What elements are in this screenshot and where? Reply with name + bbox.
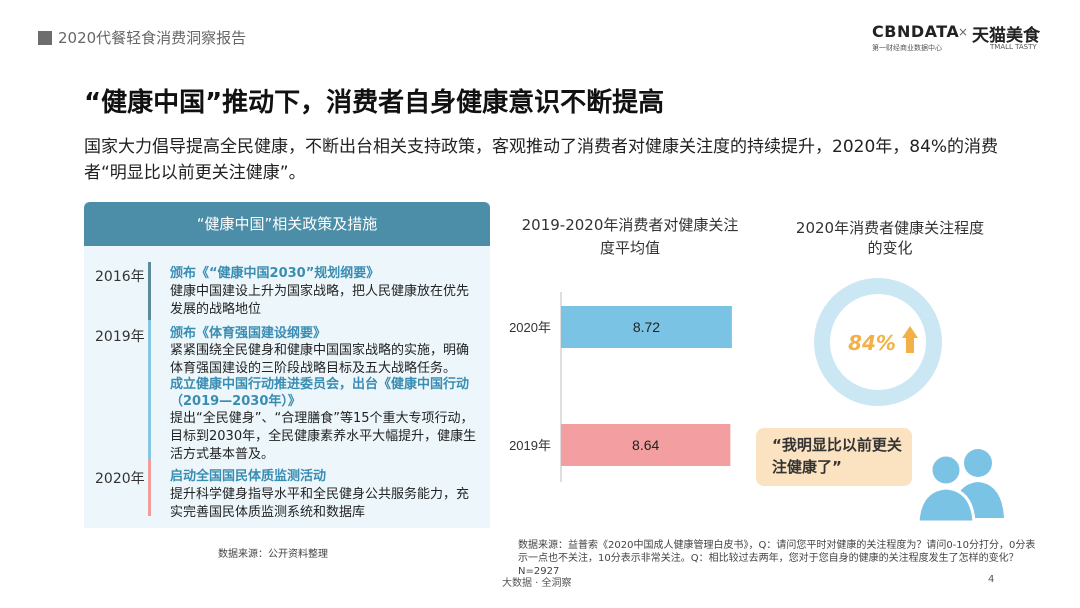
person-icon-front-head	[929, 453, 963, 487]
brand-logos: CBNDATA 第一财经商业数据中心 × 天猫美食 TMALL TASTY	[872, 22, 1052, 58]
donut-value-label: 84%	[848, 331, 896, 355]
cbndata-logo-subtitle: 第一财经商业数据中心	[872, 44, 942, 52]
bar-value-label-2019: 8.64	[632, 437, 659, 453]
up-arrow-icon-head	[902, 326, 918, 338]
policy-text: 紧紧围绕全民健身和健康中国国家战略的实施，明确体育强国建设的三阶段战略目标及五大…	[170, 343, 470, 376]
bar-category-label-2019: 2019年	[509, 438, 551, 453]
policy-title: 颁布《体育强国建设纲要》	[170, 326, 327, 341]
page-title: “健康中国”推动下，消费者自身健康意识不断提高	[84, 88, 665, 118]
page-number: 4	[988, 574, 995, 585]
timeline-bar-2016	[148, 262, 151, 320]
policy-title: 启动全国国民体质监测活动	[170, 469, 327, 484]
timeline-bar-2020	[148, 460, 151, 516]
bar-value-label-2020: 8.72	[633, 319, 660, 335]
policy-title: 颁布《“健康中国2030”规划纲要》	[170, 266, 380, 281]
person-icon-front-body	[916, 486, 976, 524]
bar-2020	[561, 306, 732, 348]
policy-panel: “健康中国”相关政策及措施 2016年 颁布《“健康中国2030”规划纲要》 健…	[84, 202, 490, 528]
year-label-2019: 2019年	[95, 329, 145, 345]
policy-title: 成立健康中国行动推进委员会，出台《健康中国行动（2019—2030年）》	[170, 377, 470, 409]
tmall-tasty-logo: 天猫美食	[972, 26, 1040, 46]
policy-text: 健康中国建设上升为国家战略，把人民健康放在优先发展的战略地位	[170, 284, 470, 317]
policy-source: 数据来源：公开资料整理	[218, 549, 328, 560]
person-icon-back-head	[964, 449, 992, 477]
year-label-2016: 2016年	[95, 269, 145, 285]
chart-source: 数据来源：益普索《2020中国成人健康管理白皮书》，Q：请问您平时对健康的关注程…	[518, 540, 1036, 577]
bar-2019	[561, 424, 731, 466]
policy-text: 提升科学健身指导水平和全民健身公共服务能力，充实完善国民体质监测系统和数据库	[170, 487, 470, 520]
people-icon	[916, 449, 1004, 524]
up-arrow-icon	[902, 326, 918, 353]
cbndata-logo: CBNDATA	[872, 22, 960, 41]
policy-panel-header: “健康中国”相关政策及措施	[84, 202, 490, 246]
report-title: 2020代餐轻食消费洞察报告	[58, 29, 247, 47]
donut-chart-title: 2020年消费者健康关注程度的变化	[795, 219, 985, 257]
bar-chart-title: 2019-2020年消费者对健康关注度平均值	[521, 216, 739, 257]
brand-separator: ×	[958, 25, 969, 39]
donut-ring	[814, 278, 942, 406]
bar-category-label-2020: 2020年	[509, 320, 551, 335]
page-description: 国家大力倡导提高全民健康，不断出台相关支持政策，客观推动了消费者对健康关注度的持…	[84, 137, 999, 183]
timeline-bar-2019	[148, 320, 151, 460]
footer-tagline: 大数据 · 全洞察	[502, 578, 572, 589]
tmall-tasty-subtitle: TMALL TASTY	[990, 43, 1037, 51]
header-square	[38, 31, 52, 45]
up-arrow-icon-stem	[906, 338, 914, 353]
year-label-2020: 2020年	[95, 471, 145, 487]
policy-text: 提出“全民健身”、“合理膳食”等15个重大专项行动，目标到2030年，全民健康素…	[170, 411, 477, 462]
consumer-quote: “我明显比以前更关注健康了”	[756, 428, 912, 486]
